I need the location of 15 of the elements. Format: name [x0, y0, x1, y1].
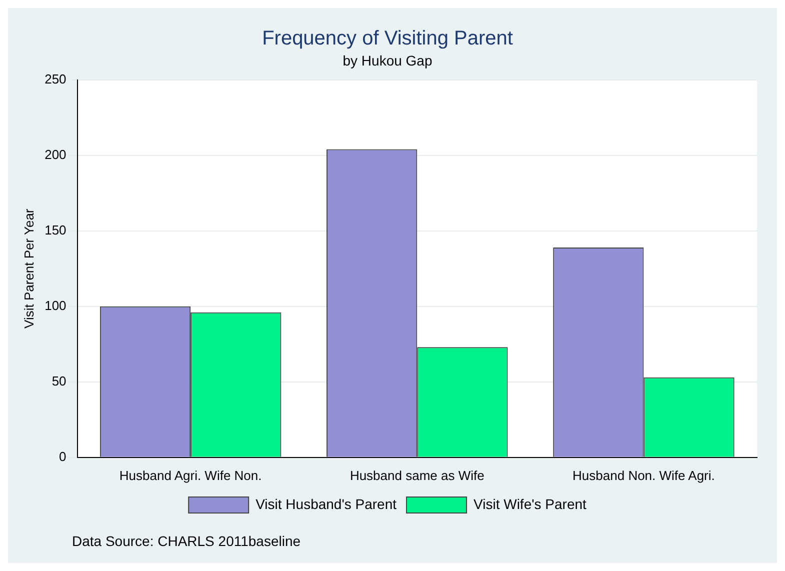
y-tick-label: 150	[44, 222, 66, 238]
y-tick-label: 50	[52, 373, 66, 388]
x-tick-label: Husband Agri. Wife Non.	[119, 468, 262, 483]
chart-subtitle: by Hukou Gap	[342, 52, 432, 68]
legend-label: Visit Husband's Parent	[256, 496, 397, 512]
y-axis-title: Visit Parent Per Year	[21, 208, 36, 328]
y-tick-label: 200	[44, 146, 66, 162]
source-note: Data Source: CHARLS 2011baseline	[72, 533, 301, 549]
x-tick-label: Husband same as Wife	[350, 468, 484, 483]
y-tick-label: 250	[44, 71, 66, 86]
chart-title: Frequency of Visiting Parent	[262, 28, 514, 50]
x-tick-label: Husband Non. Wife Agri.	[572, 468, 715, 483]
y-tick-label: 100	[44, 298, 66, 313]
y-tick-label: 0	[59, 448, 66, 464]
legend-label: Visit Wife's Parent	[474, 496, 587, 512]
